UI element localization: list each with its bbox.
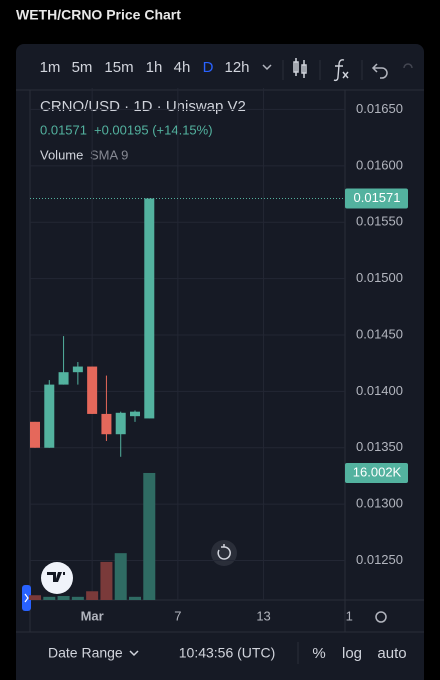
plot: 0.01250 0.01300 0.01350 0.01400 0.01450 0.015… [29,88,408,623]
legend-title: CRNO/USD · 1D · Uniswap V2 [40,98,246,115]
y-tick-label: 0.01650 [356,101,403,116]
interval-button[interactable]: 1h [146,59,163,76]
candle-body [30,421,40,448]
side-tab[interactable] [22,585,31,611]
volume-bar [43,596,56,600]
volume-bar [100,561,113,600]
volume-label: 16.002K [353,464,402,479]
auto-toggle[interactable]: auto [377,645,406,662]
legend-volume: Volume [40,147,83,162]
volume-bar [86,591,99,600]
x-tick-label: 13 [256,608,270,623]
volume-bar [71,596,84,600]
percent-toggle[interactable]: % [312,645,325,662]
y-tick-label: 0.01250 [356,552,403,567]
candle-body [115,412,126,435]
chevron[interactable] [129,650,139,657]
candle-body [144,198,155,419]
logo-mark [47,572,65,582]
price-label-box [345,188,408,209]
x-tick-label: Mar [81,608,104,623]
interval-button[interactable]: 4h [174,59,191,76]
y-tick-label: 0.01600 [356,157,403,172]
candle-body [44,384,55,448]
fx-icon[interactable] [333,59,349,82]
interval-button[interactable]: D [203,59,214,76]
volume-bar [29,595,41,600]
settings-icon[interactable] [375,611,387,623]
candle-body [58,372,69,385]
legend-volume-study: SMA 9 [90,147,128,162]
volume-bar [114,553,127,600]
interval-button[interactable]: 5m [72,59,93,76]
y-tick-label: 0.01350 [356,439,403,454]
volume-bar [129,596,141,600]
x-tick-label: 1 [346,608,353,623]
candle-body [130,411,140,417]
volume-bar [143,472,156,600]
volume-bar [57,596,70,600]
y-tick-label: 0.01450 [356,326,403,341]
replay-icon [217,544,231,560]
grid [30,88,345,600]
undo-icon[interactable] [371,63,388,79]
legend-change: +0.00195 (+14.15%) [94,122,213,137]
y-tick-label: 0.01550 [356,214,403,229]
interval-button[interactable]: 1m [40,59,61,76]
chevron[interactable] [262,64,272,71]
y-tick-label: 0.01400 [356,383,403,398]
interval-button[interactable]: 12h [224,59,249,76]
replay-button[interactable] [211,540,237,566]
date-range[interactable]: Date Range [48,645,123,661]
volume-label-box [345,462,408,483]
redo-icon[interactable] [403,63,413,69]
side-tab-arrow [24,593,29,603]
candle-body [87,366,98,414]
log-toggle[interactable]: log [342,645,362,662]
legend-last: 0.01571 [40,122,87,137]
page-title: WETH/CRNO Price Chart [16,7,181,23]
interval-button[interactable]: 15m [104,59,133,76]
panel [16,44,424,680]
candle-body [101,413,112,435]
x-tick-label: 7 [174,608,181,623]
y-tick-label: 0.01300 [356,496,403,511]
y-tick-label: 0.01500 [356,270,403,285]
price-label: 0.01571 [354,190,401,205]
clock: 10:43:56 (UTC) [179,645,275,661]
candle-body [72,366,83,373]
candle-icon[interactable] [293,58,307,78]
